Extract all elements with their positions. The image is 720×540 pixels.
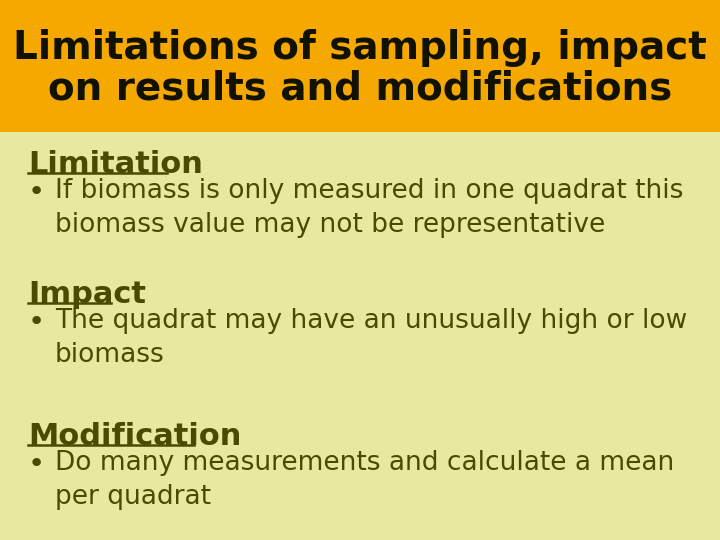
FancyBboxPatch shape (0, 0, 720, 132)
Text: Limitations of sampling, impact: Limitations of sampling, impact (13, 29, 707, 67)
Text: •: • (28, 178, 45, 206)
Text: Limitation: Limitation (28, 150, 203, 179)
Text: •: • (28, 308, 45, 336)
Text: •: • (28, 450, 45, 478)
Text: The quadrat may have an unusually high or low
biomass: The quadrat may have an unusually high o… (55, 308, 688, 368)
Text: Impact: Impact (28, 280, 146, 309)
Text: Do many measurements and calculate a mean
per quadrat: Do many measurements and calculate a mea… (55, 450, 674, 510)
Text: Modification: Modification (28, 422, 241, 451)
Text: If biomass is only measured in one quadrat this
biomass value may not be represe: If biomass is only measured in one quadr… (55, 178, 683, 238)
Text: on results and modifications: on results and modifications (48, 69, 672, 107)
